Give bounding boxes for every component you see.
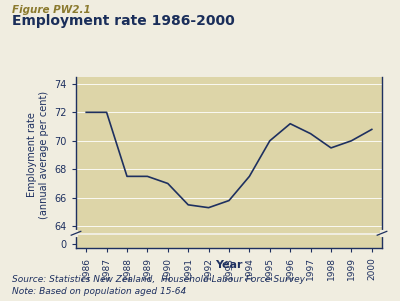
Text: Year: Year <box>215 260 243 270</box>
Text: Note: Based on population aged 15-64: Note: Based on population aged 15-64 <box>12 287 186 296</box>
Text: Source: Statistics New Zealand,  Household Labour Force Survey: Source: Statistics New Zealand, Househol… <box>12 275 305 284</box>
Text: Employment rate 1986-2000: Employment rate 1986-2000 <box>12 14 235 29</box>
Text: Figure PW2.1: Figure PW2.1 <box>12 5 91 14</box>
Y-axis label: Employment rate
(annual average per cent): Employment rate (annual average per cent… <box>27 91 49 219</box>
